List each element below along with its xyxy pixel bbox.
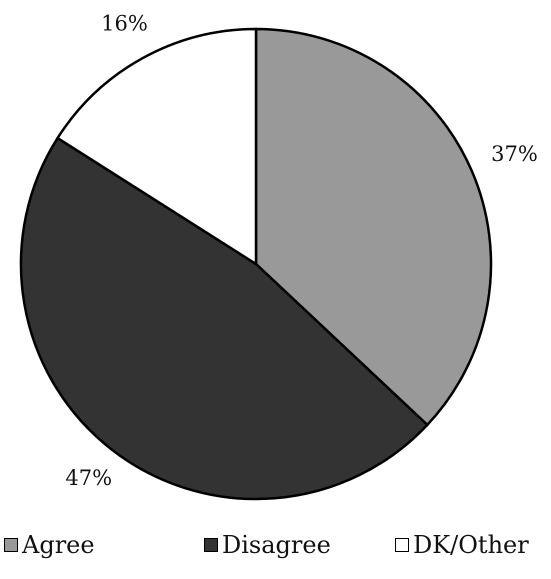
pie-slice-dk-other (55, 27, 258, 267)
legend-swatch-agree (4, 538, 18, 552)
legend-swatch-disagree (204, 538, 218, 552)
legend: Agree Disagree DK/Other (4, 525, 549, 565)
legend-label-disagree: Disagree (222, 531, 331, 559)
pie-slice-agree (254, 27, 493, 427)
pie-labels: 37% 47% 16% (65, 11, 537, 490)
pie-label-agree: 37% (491, 142, 538, 166)
pie-slices (19, 27, 493, 501)
legend-label-dk-other: DK/Other (413, 531, 529, 559)
pie-slice-disagree (19, 136, 430, 501)
pie-label-disagree: 47% (65, 466, 112, 490)
legend-item-dk-other: DK/Other (395, 525, 529, 565)
legend-swatch-dk-other (395, 538, 409, 552)
legend-item-agree: Agree (4, 525, 95, 565)
pie-label-dk-other: 16% (101, 11, 148, 35)
legend-label-agree: Agree (22, 531, 95, 559)
legend-item-disagree: Disagree (204, 525, 331, 565)
